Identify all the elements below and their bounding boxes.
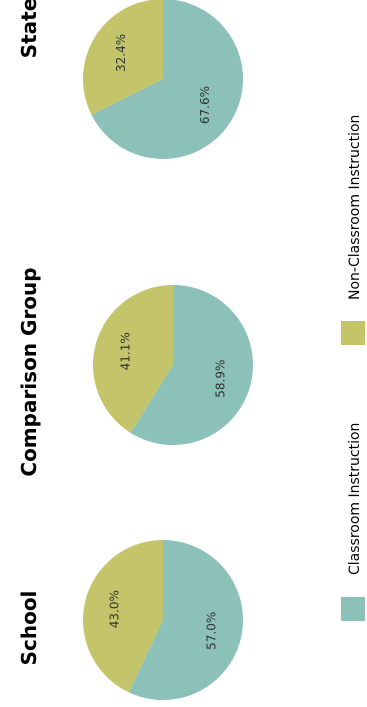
chart-title-state: State (17, 0, 41, 58)
data-label-non-classroom-instruction: 43.0% (108, 590, 122, 628)
pie-school: 57.0% 43.0% (83, 540, 243, 700)
data-label-classroom-instruction: 58.9% (214, 360, 228, 398)
data-label-non-classroom-instruction: 41.1% (118, 332, 132, 370)
pie-comparison-group: 58.9% 41.1% (93, 285, 254, 445)
pie-slice-classroom-instruction (91, 0, 243, 159)
pie-slice-classroom-instruction (130, 285, 254, 445)
legend-swatch-classroom-instruction (341, 597, 365, 621)
pie-panel-school: School 57.0% 43.0% (17, 540, 243, 700)
pie-slice-non-classroom-instruction (83, 0, 163, 115)
legend-label-classroom-instruction: Classroom Instruction (347, 423, 363, 575)
pie-slice-non-classroom-instruction (93, 285, 173, 433)
legend-swatch-non-classroom-instruction (341, 321, 365, 345)
chart-title-school: School (17, 591, 41, 666)
pie-state: 67.6% 32.4% (83, 0, 243, 159)
data-label-non-classroom-instruction: 32.4% (114, 34, 128, 72)
data-label-classroom-instruction: 67.6% (198, 86, 212, 124)
pie-panel-comparison-group: Comparison Group 58.9% 41.1% (17, 267, 254, 477)
legend-label-non-classroom-instruction: Non-Classroom Instruction (347, 115, 363, 300)
legend: Classroom Instruction Non-Classroom Inst… (341, 115, 365, 621)
pie-panel-state: State 67.6% 32.4% (17, 0, 243, 159)
pie-slice-classroom-instruction (128, 540, 243, 700)
data-label-classroom-instruction: 57.0% (204, 612, 218, 650)
chart-title-comparison-group: Comparison Group (17, 267, 41, 476)
pie-slice-non-classroom-instruction (83, 540, 163, 693)
